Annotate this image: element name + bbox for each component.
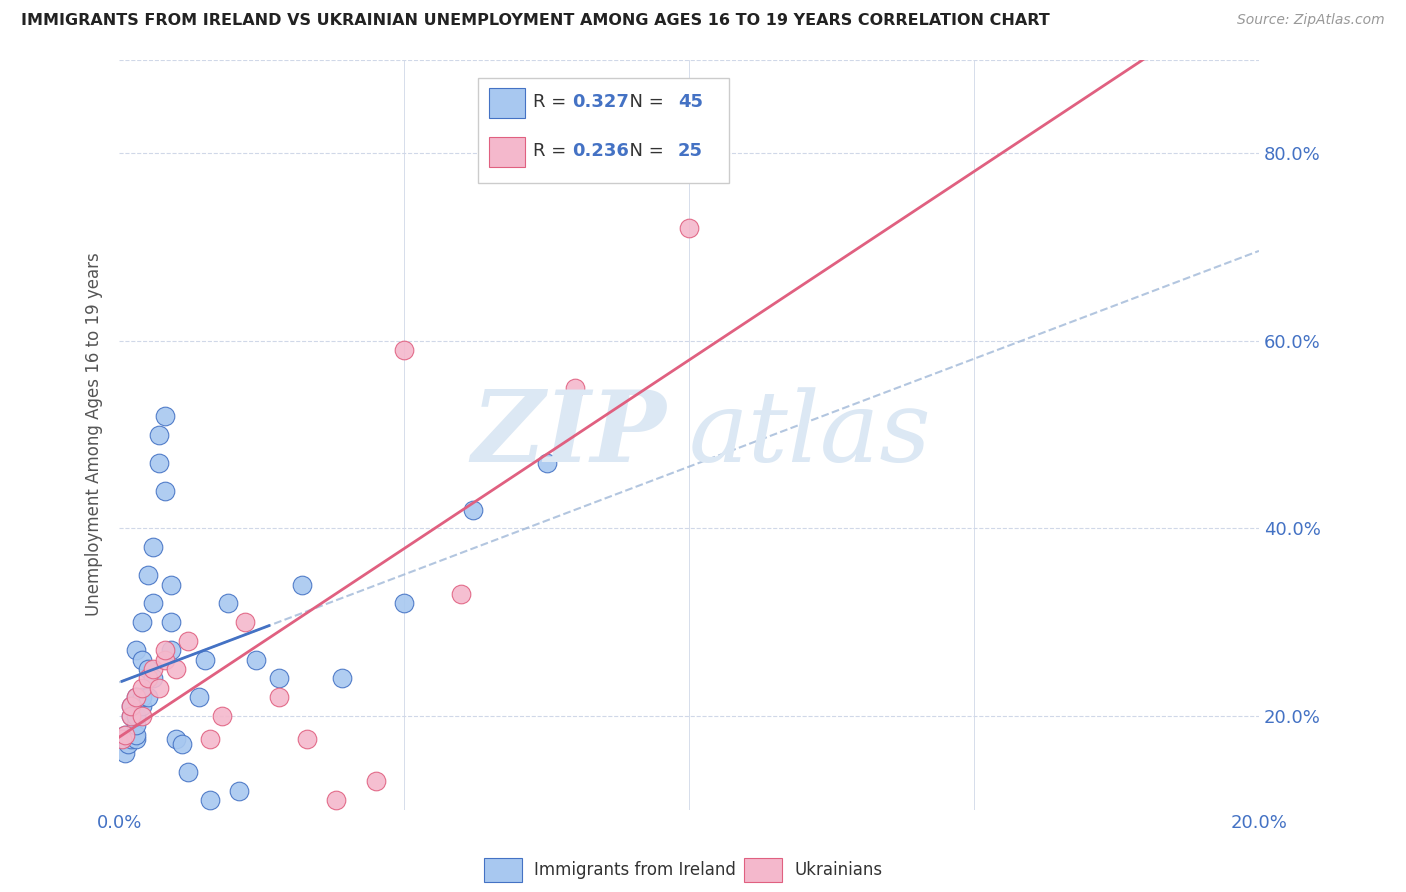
- Point: [120, 699, 142, 714]
- Point: [536, 456, 558, 470]
- Point: [125, 732, 148, 747]
- Point: [392, 343, 415, 358]
- Point: [131, 615, 153, 629]
- Point: [142, 671, 165, 685]
- Point: [131, 708, 153, 723]
- FancyBboxPatch shape: [478, 78, 728, 184]
- Text: Immigrants from Ireland: Immigrants from Ireland: [534, 861, 737, 879]
- Point: [131, 699, 153, 714]
- Text: 45: 45: [678, 94, 703, 112]
- Point: [117, 737, 139, 751]
- Text: N =: N =: [619, 142, 669, 160]
- FancyBboxPatch shape: [488, 136, 524, 167]
- Point: [159, 615, 181, 629]
- Point: [111, 732, 134, 747]
- Point: [131, 652, 153, 666]
- Point: [364, 774, 387, 789]
- Point: [245, 652, 267, 666]
- Point: [200, 793, 222, 807]
- Text: 0.236: 0.236: [572, 142, 628, 160]
- Point: [165, 662, 187, 676]
- Point: [142, 596, 165, 610]
- Text: Source: ZipAtlas.com: Source: ZipAtlas.com: [1237, 13, 1385, 28]
- Point: [392, 596, 415, 610]
- Point: [111, 732, 134, 747]
- FancyBboxPatch shape: [488, 88, 524, 118]
- Point: [148, 681, 170, 695]
- Point: [153, 483, 176, 498]
- Point: [136, 662, 159, 676]
- Point: [267, 671, 290, 685]
- Point: [131, 681, 153, 695]
- Text: R =: R =: [533, 142, 572, 160]
- Text: ZIP: ZIP: [471, 386, 666, 483]
- Point: [125, 690, 148, 704]
- Point: [125, 718, 148, 732]
- Point: [153, 643, 176, 657]
- Point: [325, 793, 347, 807]
- Point: [211, 708, 233, 723]
- Text: N =: N =: [619, 94, 669, 112]
- Point: [188, 690, 211, 704]
- Point: [114, 727, 136, 741]
- Point: [176, 765, 198, 780]
- Point: [170, 737, 193, 751]
- Text: 25: 25: [678, 142, 703, 160]
- Point: [148, 456, 170, 470]
- Point: [291, 577, 314, 591]
- Point: [233, 615, 256, 629]
- Y-axis label: Unemployment Among Ages 16 to 19 years: Unemployment Among Ages 16 to 19 years: [86, 252, 103, 616]
- Point: [228, 784, 250, 798]
- Point: [131, 690, 153, 704]
- Text: IMMIGRANTS FROM IRELAND VS UKRAINIAN UNEMPLOYMENT AMONG AGES 16 TO 19 YEARS CORR: IMMIGRANTS FROM IRELAND VS UKRAINIAN UNE…: [21, 13, 1050, 29]
- Point: [194, 652, 217, 666]
- Point: [148, 427, 170, 442]
- Point: [142, 662, 165, 676]
- Point: [678, 221, 700, 235]
- Point: [120, 708, 142, 723]
- Point: [450, 587, 472, 601]
- Point: [136, 568, 159, 582]
- Point: [217, 596, 239, 610]
- Point: [564, 381, 586, 395]
- Point: [165, 732, 187, 747]
- Point: [125, 708, 148, 723]
- Point: [153, 652, 176, 666]
- Point: [200, 732, 222, 747]
- Point: [267, 690, 290, 704]
- Point: [153, 409, 176, 423]
- Point: [120, 708, 142, 723]
- Point: [159, 577, 181, 591]
- Point: [136, 690, 159, 704]
- Point: [114, 746, 136, 760]
- Text: 0.327: 0.327: [572, 94, 628, 112]
- Point: [330, 671, 353, 685]
- Point: [142, 540, 165, 554]
- Text: R =: R =: [533, 94, 572, 112]
- Point: [125, 727, 148, 741]
- Point: [297, 732, 319, 747]
- Point: [461, 502, 484, 516]
- Point: [176, 633, 198, 648]
- Text: atlas: atlas: [689, 387, 932, 483]
- Point: [125, 643, 148, 657]
- Point: [136, 671, 159, 685]
- Point: [125, 690, 148, 704]
- Text: Ukrainians: Ukrainians: [794, 861, 883, 879]
- Point: [114, 727, 136, 741]
- Point: [120, 699, 142, 714]
- Point: [159, 643, 181, 657]
- Point: [120, 732, 142, 747]
